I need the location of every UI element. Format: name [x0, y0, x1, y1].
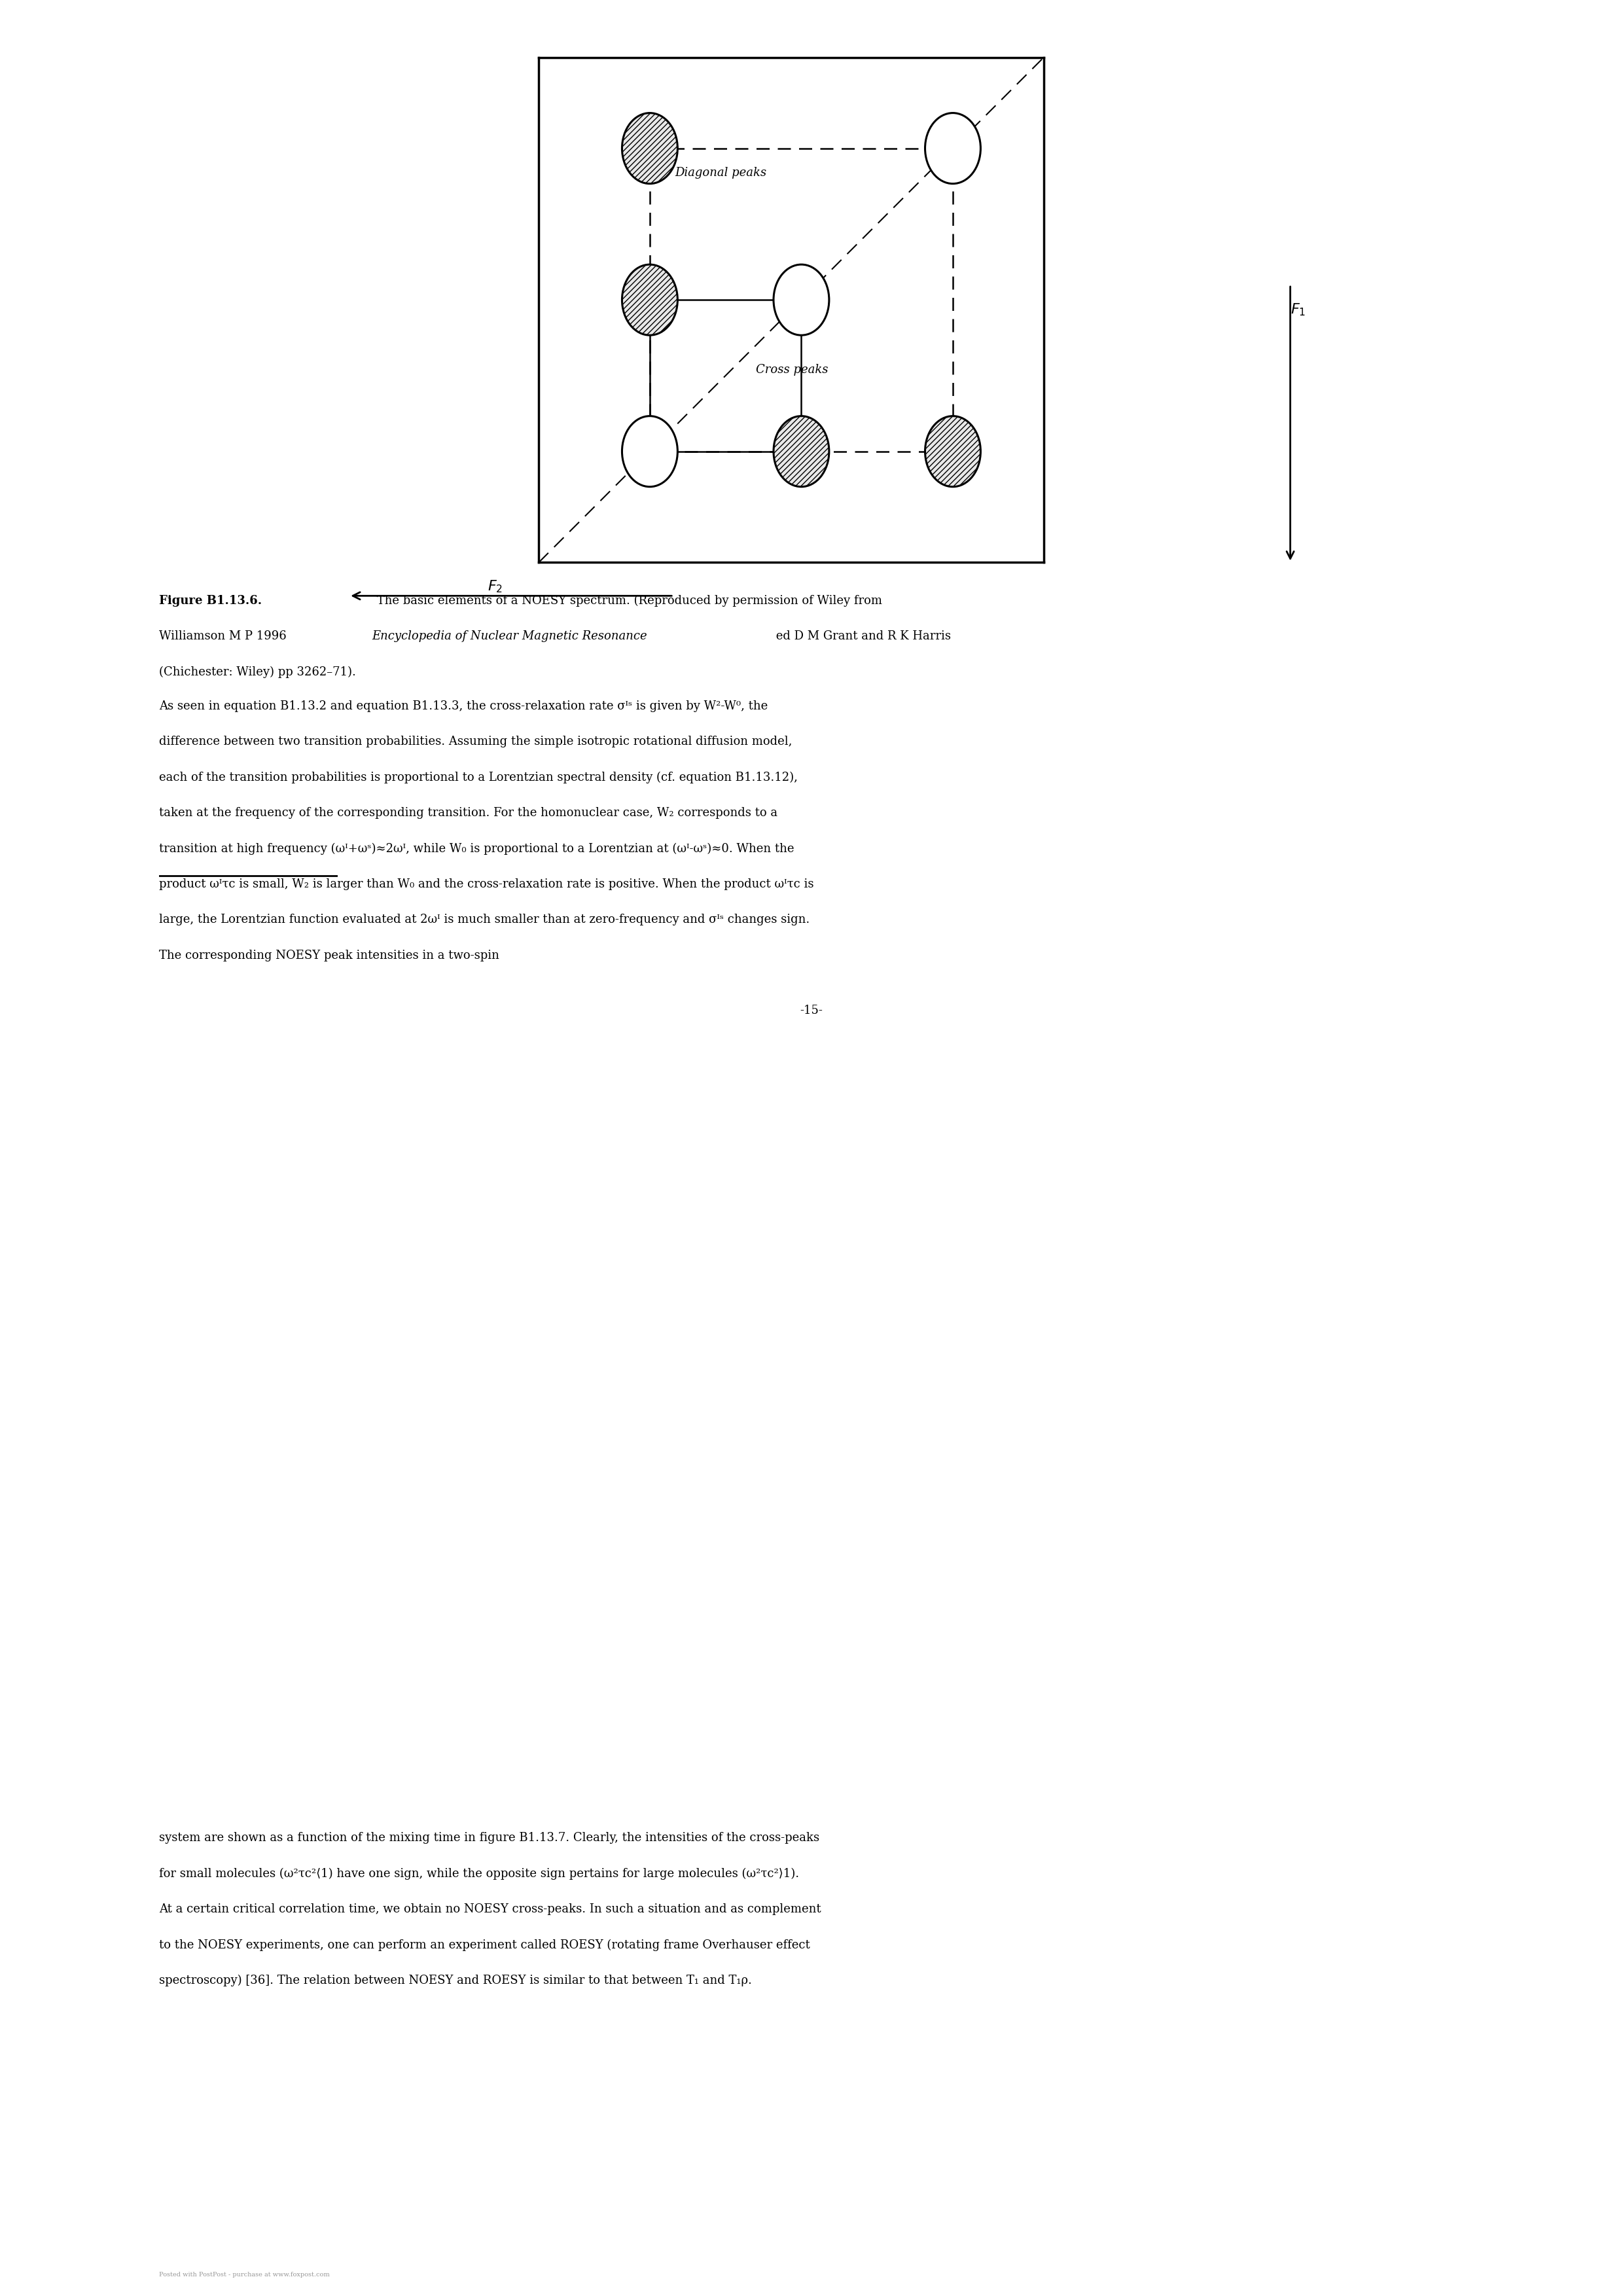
- Text: system are shown as a function of the mixing time in figure B1.13.7. Clearly, th: system are shown as a function of the mi…: [159, 1832, 820, 1844]
- Text: to the NOESY experiments, one can perform an experiment called ROESY (rotating f: to the NOESY experiments, one can perfor…: [159, 1938, 810, 1952]
- Text: Cross peaks: Cross peaks: [756, 363, 828, 377]
- Text: transition at high frequency (ωᴵ+ωˢ)≈2ωᴵ, while W₀ is proportional to a Lorentzi: transition at high frequency (ωᴵ+ωˢ)≈2ωᴵ…: [159, 843, 794, 854]
- Text: for small molecules (ω²τc²⟨1) have one sign, while the opposite sign pertains fo: for small molecules (ω²τc²⟨1) have one s…: [159, 1869, 799, 1880]
- Text: -15-: -15-: [800, 1003, 823, 1017]
- Text: large, the Lorentzian function evaluated at 2ωᴵ is much smaller than at zero-fre: large, the Lorentzian function evaluated…: [159, 914, 810, 925]
- Ellipse shape: [622, 264, 677, 335]
- Text: Williamson M P 1996: Williamson M P 1996: [159, 629, 291, 643]
- Ellipse shape: [925, 416, 980, 487]
- Text: Posted with PostPost - purchase at www.foxpost.com: Posted with PostPost - purchase at www.f…: [159, 2271, 329, 2278]
- Text: spectroscopy) [36]. The relation between NOESY and ROESY is similar to that betw: spectroscopy) [36]. The relation between…: [159, 1975, 751, 1986]
- Text: Figure B1.13.6.: Figure B1.13.6.: [159, 595, 261, 606]
- Text: ed D M Grant and R K Harris: ed D M Grant and R K Harris: [773, 629, 951, 643]
- Text: The corresponding NOESY peak intensities in a two-spin: The corresponding NOESY peak intensities…: [159, 951, 500, 962]
- Text: product ωᴵτc is small, W₂ is larger than W₀ and the cross-relaxation rate is pos: product ωᴵτc is small, W₂ is larger than…: [159, 879, 813, 891]
- Text: The basic elements of a NOESY spectrum. (Reproduced by permission of Wiley from: The basic elements of a NOESY spectrum. …: [373, 595, 883, 606]
- Text: At a certain critical correlation time, we obtain no NOESY cross-peaks. In such : At a certain critical correlation time, …: [159, 1903, 821, 1915]
- Text: (Chichester: Wiley) pp 3262–71).: (Chichester: Wiley) pp 3262–71).: [159, 666, 355, 677]
- Ellipse shape: [925, 113, 980, 184]
- Text: Encyclopedia of Nuclear Magnetic Resonance: Encyclopedia of Nuclear Magnetic Resonan…: [372, 629, 648, 643]
- Text: taken at the frequency of the corresponding transition. For the homonuclear case: taken at the frequency of the correspond…: [159, 806, 777, 820]
- Ellipse shape: [622, 113, 677, 184]
- Text: $F_1$: $F_1$: [1290, 303, 1305, 317]
- Text: each of the transition probabilities is proportional to a Lorentzian spectral de: each of the transition probabilities is …: [159, 771, 797, 783]
- Text: Diagonal peaks: Diagonal peaks: [675, 168, 766, 179]
- Text: $F_2$: $F_2$: [487, 579, 503, 595]
- Ellipse shape: [774, 416, 829, 487]
- Ellipse shape: [622, 416, 677, 487]
- Text: As seen in equation B1.13.2 and equation B1.13.3, the cross-relaxation rate σᴵˢ : As seen in equation B1.13.2 and equation…: [159, 700, 768, 712]
- Ellipse shape: [774, 264, 829, 335]
- Text: difference between two transition probabilities. Assuming the simple isotropic r: difference between two transition probab…: [159, 735, 792, 748]
